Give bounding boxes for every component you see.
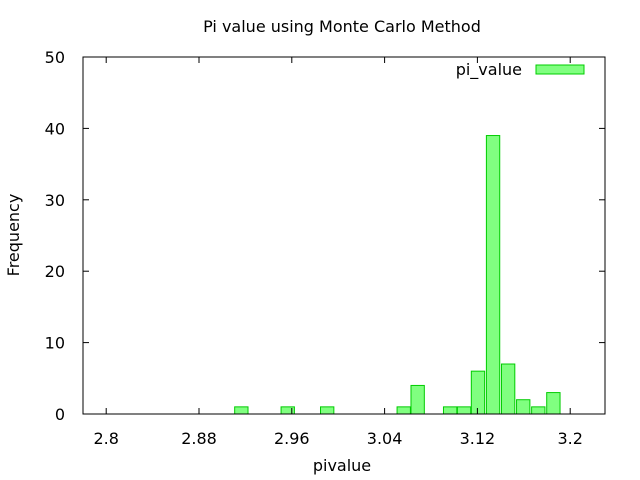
legend-swatch bbox=[535, 64, 585, 75]
legend: pi_value bbox=[456, 60, 585, 80]
bar-7 bbox=[470, 370, 486, 415]
y-axis-label: Frequency bbox=[4, 194, 23, 277]
plot-frame bbox=[82, 56, 606, 415]
bar-8 bbox=[485, 135, 501, 415]
ticks-group: 2.8 2.88 2.96 3.04 3.12 3.2 0 10 20 30 40 50 bbox=[45, 48, 605, 448]
bar-1 bbox=[280, 406, 295, 415]
x-tick-label-4: 3.12 bbox=[460, 429, 496, 448]
bar-9 bbox=[500, 363, 516, 415]
bar-5 bbox=[442, 406, 458, 415]
bar-11 bbox=[531, 406, 546, 415]
bar-10 bbox=[516, 399, 531, 415]
y-tick-label-5: 50 bbox=[45, 48, 65, 67]
chart-title: Pi value using Monte Carlo Method bbox=[203, 17, 481, 36]
bar-6 bbox=[456, 406, 472, 415]
x-tick-label-5: 3.2 bbox=[557, 429, 582, 448]
legend-label: pi_value bbox=[456, 60, 522, 80]
y-tick-label-3: 30 bbox=[45, 191, 65, 210]
x-tick-label-2: 2.96 bbox=[274, 429, 310, 448]
y-tick-label-2: 20 bbox=[45, 262, 65, 281]
bar-2 bbox=[320, 406, 335, 415]
bar-4 bbox=[410, 384, 425, 415]
bars-group bbox=[234, 135, 561, 415]
y-tick-label-0: 0 bbox=[55, 405, 65, 424]
x-tick-label-0: 2.8 bbox=[93, 429, 118, 448]
y-tick-label-4: 40 bbox=[45, 119, 65, 138]
bar-0 bbox=[234, 406, 249, 415]
y-tick-label-1: 10 bbox=[45, 334, 65, 353]
x-axis-label: pivalue bbox=[313, 456, 371, 475]
x-tick-label-1: 2.88 bbox=[181, 429, 217, 448]
bar-3 bbox=[396, 406, 411, 415]
x-tick-label-3: 3.04 bbox=[367, 429, 403, 448]
bar-12 bbox=[546, 392, 561, 415]
